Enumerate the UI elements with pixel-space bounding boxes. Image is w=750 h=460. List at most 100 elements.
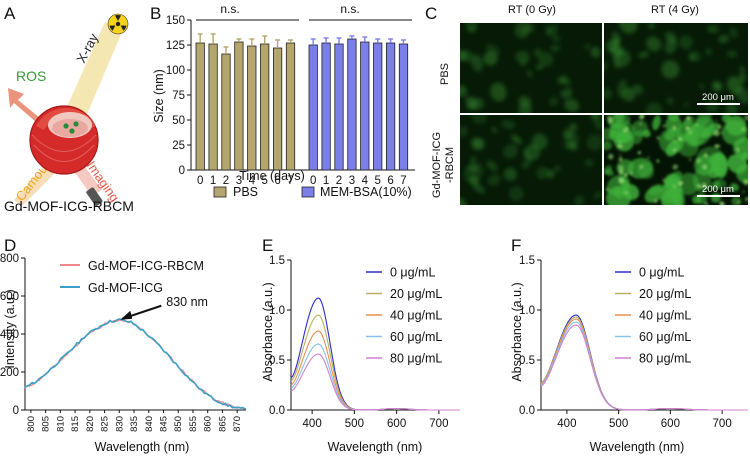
cell-mark	[739, 66, 746, 73]
cell-mark	[689, 158, 692, 161]
d-x-tick-label: 815	[70, 416, 81, 432]
cell-mark	[463, 162, 484, 182]
cell-mark	[514, 23, 531, 39]
d-xlabel: Wavelength (nm)	[95, 440, 190, 454]
b-bar-pbs	[208, 43, 218, 171]
c-col-label-0gy: RT (0 Gy)	[508, 4, 556, 16]
cell-mark	[682, 116, 695, 126]
cell-mark	[730, 183, 739, 192]
cell-mark	[673, 140, 676, 143]
b-xlabel: Time (days)	[239, 169, 305, 183]
ros-label: ROS	[16, 68, 46, 84]
b-x-tick-label: 0	[197, 175, 203, 187]
b-ns-pbs: n.s.	[220, 2, 239, 16]
b-bar-pbs	[260, 43, 270, 171]
cell-mark	[511, 134, 522, 145]
e-legend-label: 0 μg/mL	[390, 266, 435, 280]
cell-mark	[743, 179, 748, 185]
e-y-tick-label: 1.0	[269, 305, 285, 317]
b-y-tick-label: 0	[179, 165, 185, 177]
cell-mark	[656, 159, 660, 163]
cell-mark	[460, 125, 468, 138]
cell-mark	[471, 54, 483, 72]
cell-mark	[688, 51, 701, 62]
d-ylabel: Intensity (a.u.)	[3, 289, 17, 368]
cell-mark	[501, 119, 516, 129]
d-y-tick-label: 0	[13, 405, 19, 417]
cell-mark	[625, 127, 629, 130]
cell-mark	[705, 48, 712, 55]
c-col-label-4gy: RT (4 Gy)	[651, 4, 699, 16]
cell-mark	[624, 129, 627, 133]
f-y-tick-label: 0.5	[519, 355, 535, 367]
cell-mark	[617, 49, 624, 56]
cell-mark	[672, 184, 677, 189]
cell-mark	[564, 98, 580, 112]
cell-mark	[691, 194, 702, 205]
cell-mark	[685, 126, 690, 130]
cell-mark	[665, 140, 681, 157]
b-legend-pbs: PBS	[233, 185, 258, 199]
d-x-tick-label: 870	[232, 416, 243, 432]
b-x-tick-label: 1	[323, 175, 329, 187]
d-x-tick-label: 835	[129, 416, 140, 432]
cell-mark	[470, 115, 488, 124]
d-x-tick-label: 850	[173, 416, 184, 432]
panel-e: E Absorbance (a.u.) Wavelength (nm) 0.0 0…	[261, 236, 460, 454]
e-x-tick-label: 700	[429, 418, 448, 430]
cell-mark	[503, 143, 518, 159]
cell-mark	[660, 193, 681, 204]
cell-mark	[518, 101, 532, 113]
e-y-tick-label: 0.0	[269, 405, 285, 417]
cell-mark	[711, 80, 721, 90]
cell-mark	[560, 88, 573, 99]
cell-mark	[736, 146, 740, 153]
b-y-tick-label: 25	[172, 140, 185, 152]
cell-mark	[665, 115, 682, 133]
f-legend-label: 60 μg/mL	[639, 330, 691, 344]
cell-mark	[610, 119, 636, 143]
cell-mark	[707, 25, 719, 33]
cell-mark	[715, 119, 718, 122]
cells-rbcm-4gy	[604, 115, 748, 205]
f-series-line-4	[540, 324, 748, 411]
e-xlabel: Wavelength (nm)	[328, 440, 423, 454]
b-x-tick-label: 4	[362, 175, 369, 187]
b-bar-pbs	[285, 42, 296, 171]
cell-mark	[683, 102, 689, 109]
b-bar-pbs	[272, 47, 283, 171]
cell-mark	[538, 51, 554, 67]
cell-mark	[648, 184, 665, 196]
cell-mark	[535, 64, 544, 70]
f-legend-label: 80 μg/mL	[639, 352, 691, 366]
cell-mark	[554, 165, 561, 172]
b-bar-pbs	[221, 53, 231, 171]
panel-label-c: C	[425, 4, 437, 23]
cell-mark	[574, 195, 585, 205]
cell-mark	[720, 131, 723, 134]
probe-icon	[86, 187, 103, 206]
cell-mark	[490, 82, 507, 102]
f-x-tick-label: 600	[661, 418, 680, 430]
d-x-tick-label: 800	[26, 416, 37, 432]
e-ylabel: Absorbance (a.u.)	[261, 282, 275, 381]
cell-mark	[521, 157, 533, 170]
f-y-tick-label: 1.5	[519, 255, 535, 267]
cell-mark	[584, 44, 590, 50]
cell-mark	[622, 128, 626, 131]
cell-mark	[586, 134, 602, 151]
f-x-tick-label: 500	[609, 418, 628, 430]
d-series-line-1	[24, 318, 247, 410]
b-legend-swatch-mem	[301, 186, 315, 198]
cells-rbcm-0gy	[460, 115, 602, 205]
mof-dot	[69, 128, 75, 134]
cell-mark	[618, 177, 625, 184]
cell-mark	[647, 156, 650, 159]
cell-mark	[470, 97, 485, 110]
scale-bar-label-top: 200 μm	[702, 92, 734, 103]
cell-mark	[638, 51, 649, 59]
cell-mark	[648, 23, 656, 29]
cell-mark	[744, 115, 748, 121]
cell-mark	[624, 173, 628, 177]
cell-mark	[696, 115, 713, 128]
